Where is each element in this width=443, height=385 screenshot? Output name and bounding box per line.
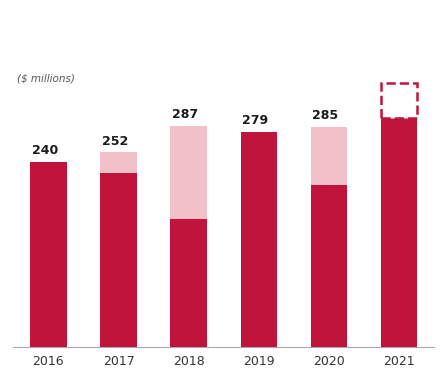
Bar — [381, 118, 417, 346]
Text: 287: 287 — [172, 108, 198, 121]
Bar — [171, 126, 207, 219]
Text: 279: 279 — [242, 114, 268, 127]
Text: Historical adjusted operating cash flow(2): Historical adjusted operating cash flow(… — [31, 20, 412, 34]
Text: 240: 240 — [31, 144, 58, 157]
Bar — [381, 83, 417, 118]
Text: ($ millions): ($ millions) — [17, 74, 75, 84]
Bar — [311, 185, 347, 346]
Bar — [171, 219, 207, 346]
Bar — [100, 173, 137, 346]
Text: 285: 285 — [312, 109, 338, 122]
Bar — [311, 127, 347, 185]
Bar — [30, 162, 66, 346]
Bar — [100, 152, 137, 173]
Text: 252: 252 — [101, 135, 128, 148]
Bar — [241, 132, 277, 346]
Text: 297: 297 — [387, 96, 413, 109]
